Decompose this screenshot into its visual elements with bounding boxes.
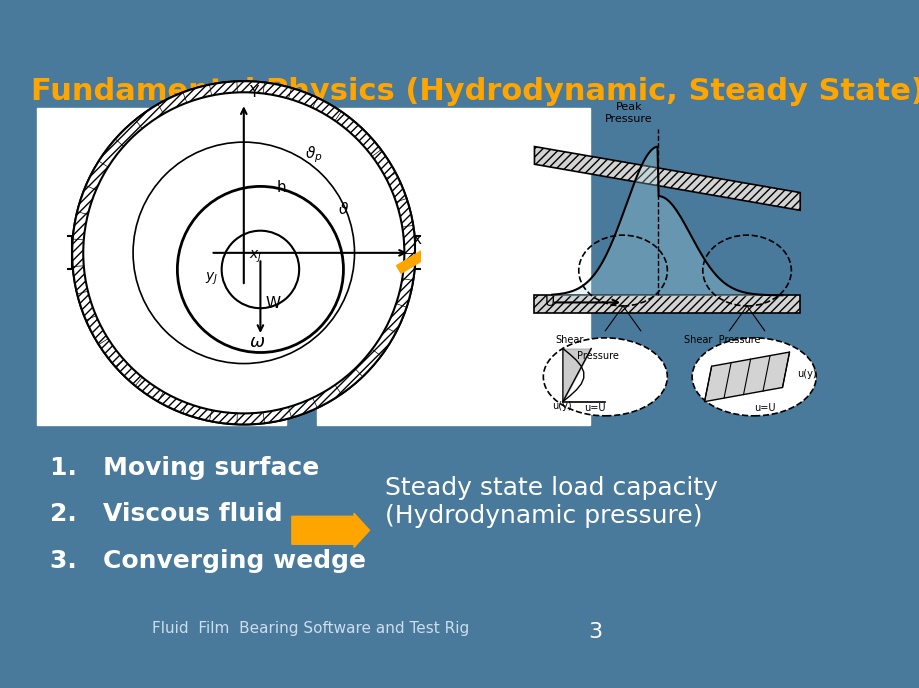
Text: h: h xyxy=(277,180,287,195)
Text: $x_J$: $x_J$ xyxy=(249,248,262,265)
Bar xyxy=(55,236,72,270)
Text: Steady state load capacity
(Hydrodynamic pressure): Steady state load capacity (Hydrodynamic… xyxy=(385,477,717,528)
Circle shape xyxy=(177,186,343,352)
Text: $\vartheta$: $\vartheta$ xyxy=(337,201,348,217)
Text: 1.   Moving surface: 1. Moving surface xyxy=(50,455,319,480)
Text: $\vartheta_p$: $\vartheta_p$ xyxy=(304,144,322,165)
Ellipse shape xyxy=(691,338,815,416)
Polygon shape xyxy=(534,147,800,211)
FancyBboxPatch shape xyxy=(38,108,286,424)
Polygon shape xyxy=(534,295,800,313)
Text: Fluid  Film  Bearing Software and Test Rig: Fluid Film Bearing Software and Test Rig xyxy=(152,621,469,636)
Text: 2.   Viscous fluid: 2. Viscous fluid xyxy=(50,502,282,526)
Circle shape xyxy=(83,92,404,413)
Text: Fundamental Physics (Hydrodynamic, Steady State): Fundamental Physics (Hydrodynamic, Stead… xyxy=(31,77,919,106)
Text: $y_J$: $y_J$ xyxy=(205,270,218,287)
Circle shape xyxy=(72,81,415,424)
Text: Shear: Shear xyxy=(555,335,584,345)
Text: Peak
Pressure: Peak Pressure xyxy=(605,103,652,124)
Text: 3.   Converging wedge: 3. Converging wedge xyxy=(50,549,365,573)
Text: $\omega$: $\omega$ xyxy=(249,333,266,351)
Text: x: x xyxy=(412,233,421,247)
Polygon shape xyxy=(704,352,789,402)
FancyArrow shape xyxy=(396,228,463,273)
FancyBboxPatch shape xyxy=(316,108,589,424)
Text: u=U: u=U xyxy=(584,402,605,413)
Text: u(y): u(y) xyxy=(796,369,815,379)
Text: 3: 3 xyxy=(587,622,602,642)
Text: Y: Y xyxy=(249,85,258,100)
Text: u=U: u=U xyxy=(754,402,775,413)
Text: Shear  Pressure: Shear Pressure xyxy=(683,335,760,345)
Text: U: U xyxy=(545,295,555,309)
Text: W: W xyxy=(266,297,281,311)
FancyArrow shape xyxy=(291,513,369,548)
Bar xyxy=(415,236,432,270)
Text: u(y): u(y) xyxy=(551,400,572,411)
Circle shape xyxy=(221,230,299,308)
Ellipse shape xyxy=(543,338,666,416)
Text: Pressure: Pressure xyxy=(577,351,618,361)
